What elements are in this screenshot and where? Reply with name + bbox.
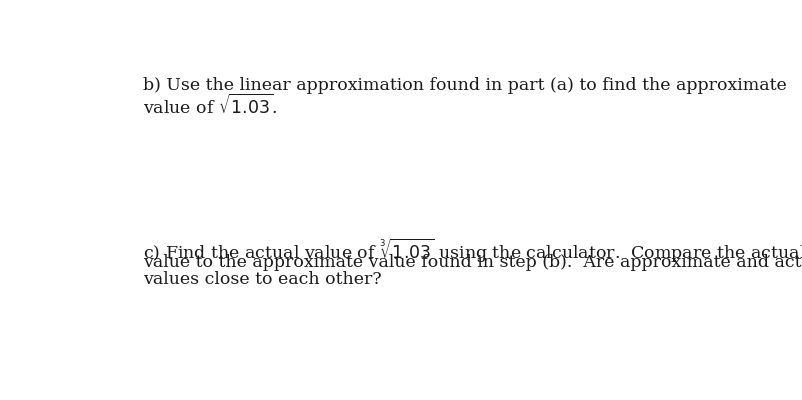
Text: c) Find the actual value of $\sqrt[3]{1.03}$ using the calculator.  Compare the : c) Find the actual value of $\sqrt[3]{1.… [143, 237, 802, 265]
Text: value to the approximate value found in step (b).  Are approximate and actual: value to the approximate value found in … [143, 254, 802, 270]
Text: values close to each other?: values close to each other? [143, 270, 381, 288]
Text: b) Use the linear approximation found in part (a) to find the approximate: b) Use the linear approximation found in… [143, 77, 786, 94]
Text: value of $\sqrt{1.03}$.: value of $\sqrt{1.03}$. [143, 94, 277, 118]
